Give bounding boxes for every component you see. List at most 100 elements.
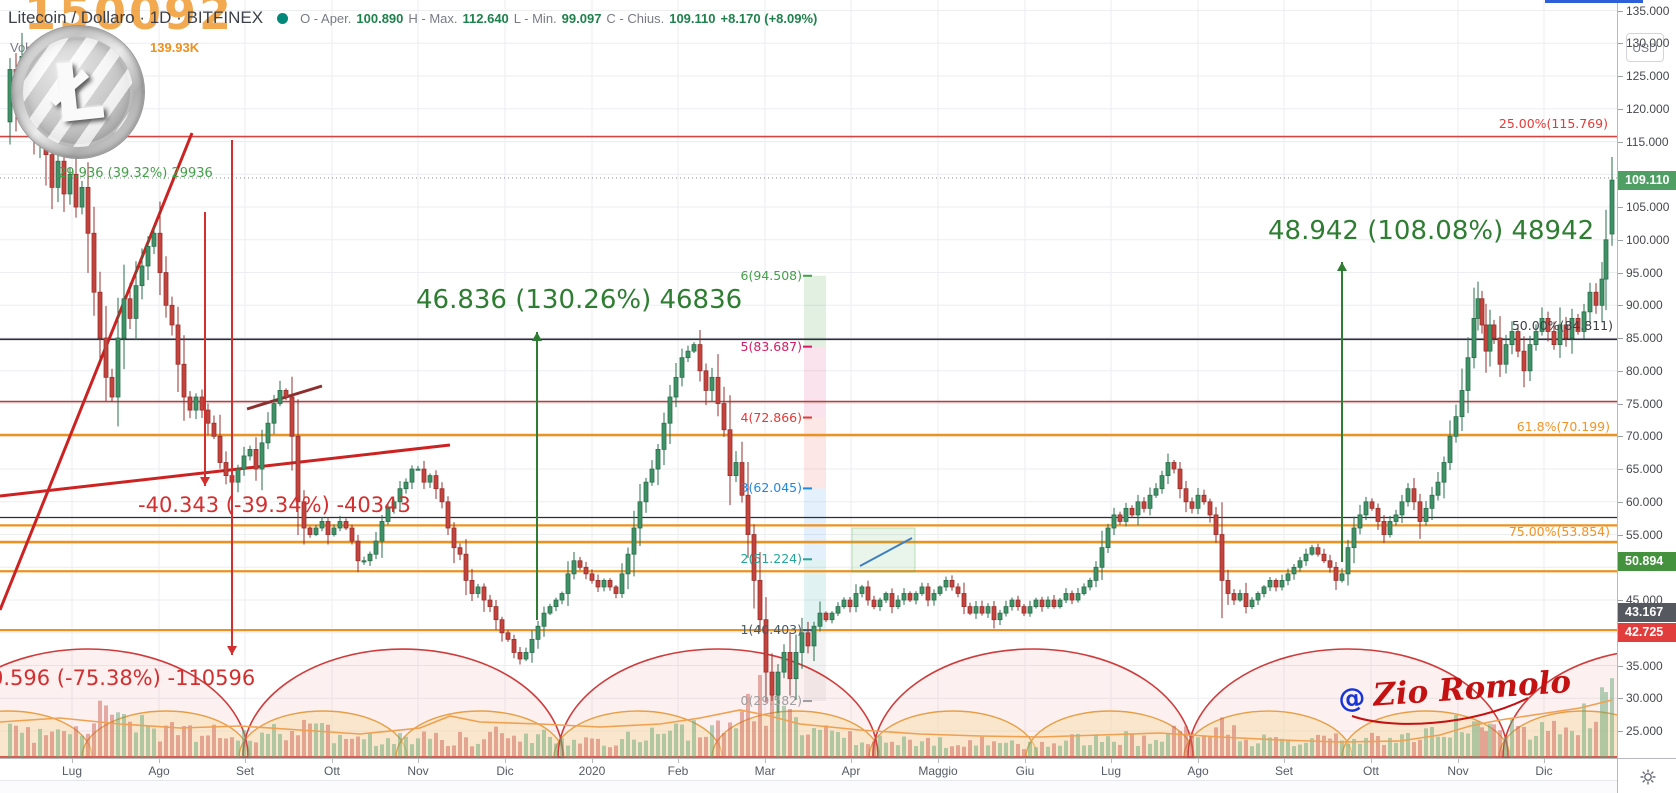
trend-line[interactable]: [0, 132, 194, 611]
candle-body: [1459, 390, 1465, 418]
price-tick-dash: [1618, 698, 1623, 700]
price-floating-label: 50.894: [1618, 551, 1676, 571]
candle-body: [319, 521, 325, 529]
volume-bar: [950, 746, 954, 757]
ohlc-row: O - Aper. 100.890 H - Max. 112.640 L - M…: [300, 11, 822, 26]
month-label: Ago: [1187, 764, 1209, 778]
volume-bar: [872, 741, 876, 757]
volume-bar: [332, 743, 336, 757]
fib-channel-band[interactable]: [804, 346, 826, 418]
currency-usd-button[interactable]: USD: [1626, 33, 1664, 62]
month-label: Dic: [1535, 764, 1553, 778]
candle-body: [1297, 560, 1303, 568]
candle-body: [1309, 547, 1315, 555]
candle-body: [1381, 521, 1387, 535]
axis-settings-corner[interactable]: [1617, 758, 1676, 793]
price-tick-label: 100.000: [1626, 232, 1670, 247]
candle-body: [1093, 566, 1099, 581]
volume-bar: [1334, 733, 1338, 757]
volume-bar: [608, 747, 612, 757]
volume-bar: [812, 727, 816, 757]
volume-bar: [836, 731, 840, 757]
candle-body: [1405, 488, 1411, 503]
candle-body: [307, 527, 313, 535]
volume-bar: [1190, 732, 1194, 757]
volume-bar: [1292, 746, 1296, 757]
fib-channel-band[interactable]: [804, 559, 826, 631]
month-tick: [938, 759, 939, 763]
price-tick-label: 115.000: [1626, 134, 1669, 149]
candle-body: [85, 186, 91, 234]
candle-body: [169, 304, 175, 326]
volume-bar: [1600, 687, 1604, 757]
down-arrowhead-icon[interactable]: [200, 477, 210, 486]
month-label: Set: [235, 764, 255, 778]
volume-bar: [116, 712, 120, 757]
candle-body: [367, 553, 373, 562]
candle-body: [469, 580, 475, 594]
volume-bar: [1262, 734, 1266, 757]
trend-line[interactable]: [246, 384, 323, 411]
candle-body: [631, 527, 637, 555]
volume-bar: [452, 745, 456, 757]
change-value: +8.170 (+8.09%): [720, 10, 818, 26]
candle-body: [871, 599, 877, 607]
volume-bar: [314, 723, 318, 757]
candle-body: [799, 632, 805, 653]
price-axis[interactable]: USD 135.000 130.000 125.000 120.000 115.000 1…: [1617, 0, 1676, 758]
volume-bar: [848, 731, 852, 757]
month-tick: [765, 759, 766, 763]
gear-icon[interactable]: [1639, 768, 1657, 786]
candle-body: [1471, 317, 1477, 359]
fib-channel-band[interactable]: [804, 417, 826, 489]
candle-body: [103, 337, 109, 378]
volume-bar: [1528, 739, 1532, 757]
volume-bar: [104, 705, 108, 757]
volume-bar: [1418, 739, 1422, 757]
candle-body: [691, 344, 697, 352]
volume-bar: [1558, 734, 1562, 757]
candle-body: [985, 606, 991, 614]
candle-body: [1009, 599, 1015, 607]
candle-body: [1569, 317, 1575, 339]
symbol-title[interactable]: Litecoin / Dollaro · 1D · BITFINEX: [8, 8, 264, 27]
blue-trend-segment[interactable]: [859, 537, 913, 567]
volume-bar: [908, 739, 912, 757]
candle-body: [127, 298, 133, 319]
chart-legend[interactable]: Litecoin / Dollaro · 1D · BITFINEX O - A…: [8, 8, 822, 28]
candle-body: [493, 606, 499, 621]
price-floating-label: 109.110: [1618, 170, 1676, 190]
time-axis[interactable]: Lug Ago Set Ott Nov Dic 2020 Feb Mar Apr Maggio Giu…: [0, 758, 1617, 781]
volume-bar: [680, 724, 684, 757]
volume-bar: [86, 733, 90, 757]
candle-body: [841, 599, 847, 607]
volume-bar: [326, 724, 330, 757]
volume-bar: [1274, 737, 1278, 757]
volume-bar: [662, 733, 666, 757]
fib-channel-band[interactable]: [804, 630, 826, 702]
volume-bar: [548, 736, 552, 757]
up-arrowhead-icon[interactable]: [1337, 262, 1347, 271]
fib-channel-band[interactable]: [804, 275, 826, 347]
candle-body: [1333, 566, 1339, 581]
candle-body: [1027, 606, 1033, 614]
up-arrowhead-icon[interactable]: [532, 332, 542, 341]
volume-bar: [410, 744, 414, 757]
candle-body: [1393, 514, 1399, 522]
volume-bar: [1184, 726, 1188, 757]
red-cycle-arc[interactable]: [872, 648, 1194, 758]
volume-bar: [1466, 733, 1470, 757]
fib-channel-band[interactable]: [804, 488, 826, 560]
volume-bar: [974, 745, 978, 757]
candle-body: [139, 265, 145, 287]
volume-bar: [650, 727, 654, 757]
candle-body: [193, 396, 199, 411]
candlestick-chart-canvas[interactable]: [0, 0, 1617, 758]
month-label: Lug: [1100, 764, 1122, 778]
open-label: O - Aper.: [300, 10, 352, 26]
volume-bar: [1076, 733, 1080, 757]
down-arrowhead-icon[interactable]: [227, 646, 237, 655]
volume-bar: [1610, 678, 1614, 757]
volume-bar: [50, 731, 54, 757]
candle-body: [1183, 488, 1189, 503]
